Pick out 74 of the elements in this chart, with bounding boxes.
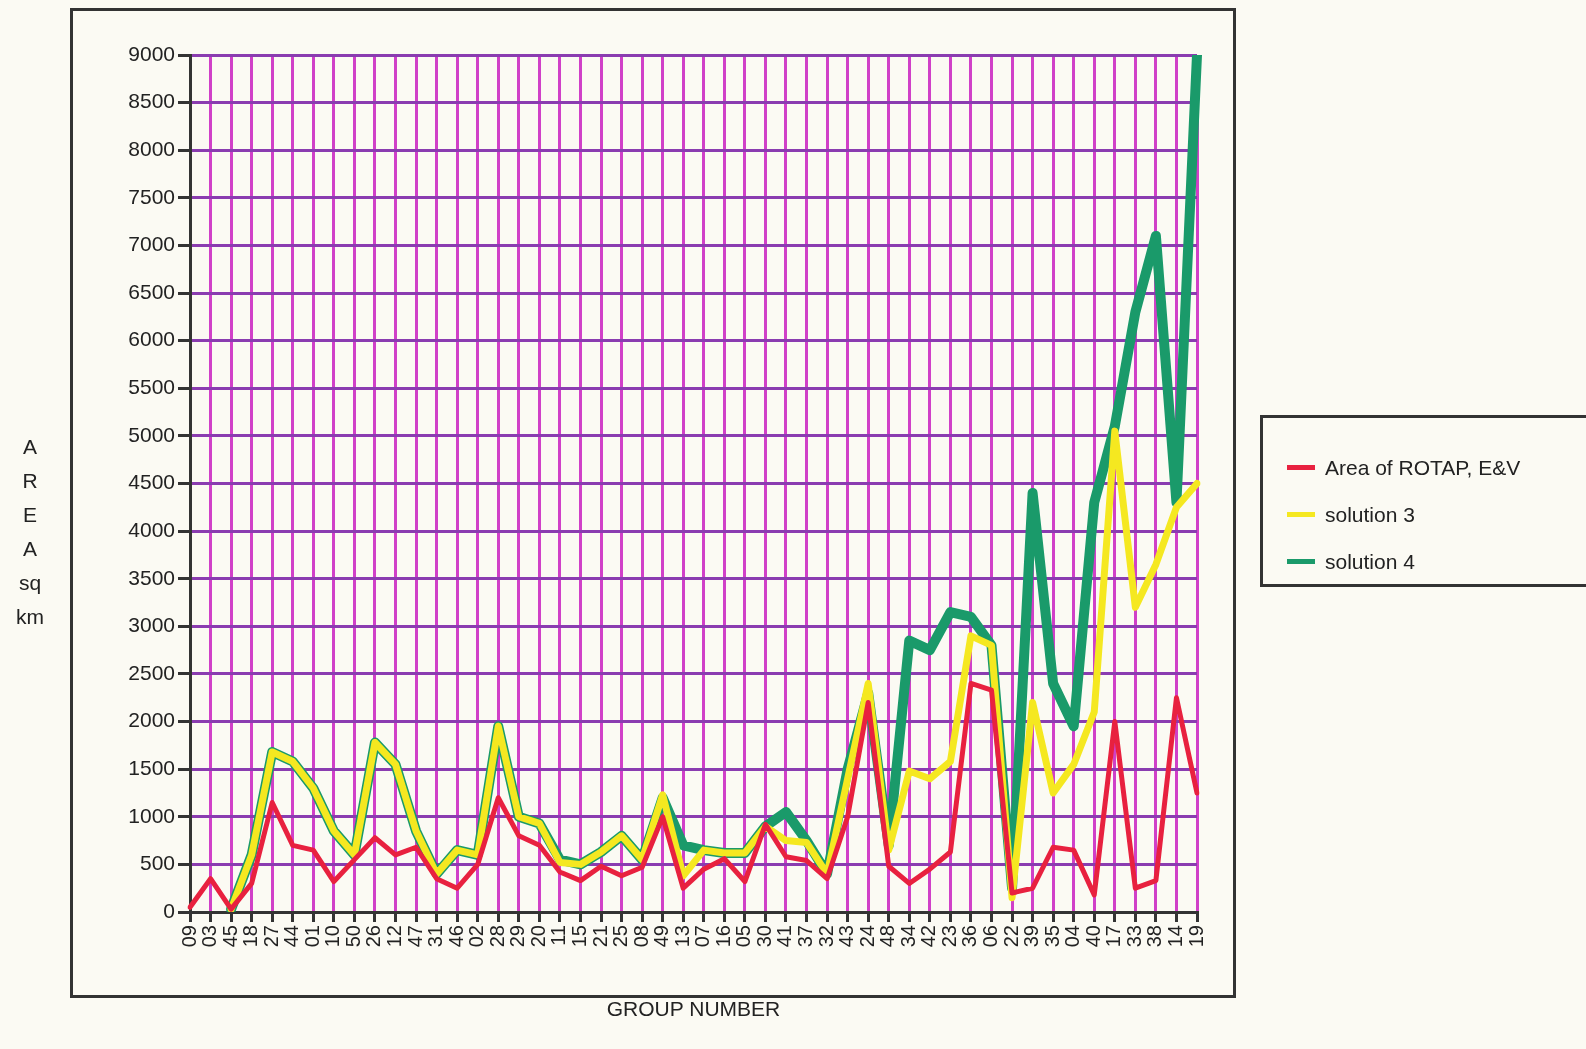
y-tick-label: 9000 — [128, 41, 175, 65]
x-tick-label: 19 — [1184, 925, 1207, 948]
y-tick-label: 5500 — [128, 375, 175, 399]
x-tick-label: 27 — [259, 925, 282, 948]
x-tick-label: 06 — [979, 925, 1002, 948]
y-tick-label: 8000 — [128, 137, 175, 161]
y-tick-label: 6500 — [128, 279, 175, 303]
x-tick-label: 15 — [567, 925, 590, 948]
y-tick-label: 6000 — [128, 327, 175, 351]
x-tick-label: 39 — [1020, 925, 1043, 948]
x-tick-label: 50 — [341, 925, 364, 948]
x-tick-label: 26 — [362, 925, 385, 948]
x-tick-label: 35 — [1040, 925, 1063, 948]
x-tick-label: 14 — [1163, 925, 1186, 948]
x-tick-label: 23 — [937, 925, 960, 948]
y-tick-label: 8500 — [128, 89, 175, 113]
x-tick-label: 44 — [280, 925, 303, 948]
x-tick-label: 25 — [609, 925, 632, 948]
x-tick-label: 28 — [485, 925, 508, 948]
y-tick-label: 2000 — [128, 708, 175, 732]
x-tick-label: 49 — [650, 925, 673, 948]
x-tick-label: 10 — [321, 925, 344, 948]
x-tick-label: 24 — [855, 925, 878, 948]
y-tick-label: 1000 — [128, 803, 175, 827]
x-tick-label: 41 — [773, 925, 796, 948]
x-tick-label: 12 — [383, 925, 406, 948]
x-tick-label: 02 — [465, 925, 488, 948]
y-tick-label: 4500 — [128, 470, 175, 494]
y-tick-label: 2500 — [128, 660, 175, 684]
y-tick-label: 3000 — [128, 613, 175, 637]
x-tick-label: 03 — [198, 925, 221, 948]
y-tick-label: 7000 — [128, 232, 175, 256]
x-tick-label: 43 — [835, 925, 858, 948]
x-tick-label: 33 — [1122, 925, 1145, 948]
y-tick-label: 5000 — [128, 422, 175, 446]
x-tick-label: 36 — [958, 925, 981, 948]
x-tick-label: 18 — [239, 925, 262, 948]
x-tick-label: 30 — [752, 925, 775, 948]
x-tick-label: 01 — [300, 925, 323, 948]
legend-label: solution 3 — [1325, 502, 1415, 527]
y-axis-title: AREA sq km — [15, 434, 45, 630]
x-tick-label: 34 — [896, 925, 919, 948]
x-tick-label: 13 — [670, 925, 693, 948]
x-tick-label: 32 — [814, 925, 837, 948]
x-tick-label: 16 — [711, 925, 734, 948]
x-tick-label: 48 — [876, 925, 899, 948]
x-tick-label: 45 — [218, 925, 241, 948]
x-tick-label: 22 — [999, 925, 1022, 948]
legend-label: solution 4 — [1325, 549, 1415, 574]
x-tick-label: 09 — [177, 925, 200, 948]
x-tick-label: 08 — [629, 925, 652, 948]
x-tick-label: 38 — [1143, 925, 1166, 948]
x-tick-label: 20 — [526, 925, 549, 948]
x-tick-label: 47 — [403, 925, 426, 948]
x-tick-label: 29 — [506, 925, 529, 948]
x-tick-label: 40 — [1081, 925, 1104, 948]
x-tick-label: 42 — [917, 925, 940, 948]
y-tick-label: 3500 — [128, 565, 175, 589]
y-tick-label: 7500 — [128, 184, 175, 208]
legend-label: Area of ROTAP, E&V — [1325, 455, 1521, 480]
y-tick-label: 4000 — [128, 517, 175, 541]
x-tick-label: 04 — [1061, 925, 1084, 948]
x-axis-title: GROUP NUMBER — [606, 997, 781, 1021]
x-tick-label: 05 — [732, 925, 755, 948]
y-tick-label: 1500 — [128, 755, 175, 779]
y-tick-label: 0 — [163, 898, 175, 922]
x-tick-label: 37 — [794, 925, 817, 948]
y-tick-label: 500 — [139, 851, 175, 875]
x-tick-label: 46 — [444, 925, 467, 948]
x-tick-label: 11 — [547, 925, 570, 946]
x-tick-label: 21 — [588, 925, 611, 948]
x-tick-label: 07 — [691, 925, 714, 948]
x-tick-label: 17 — [1102, 925, 1125, 948]
x-tick-label: 31 — [424, 925, 447, 948]
